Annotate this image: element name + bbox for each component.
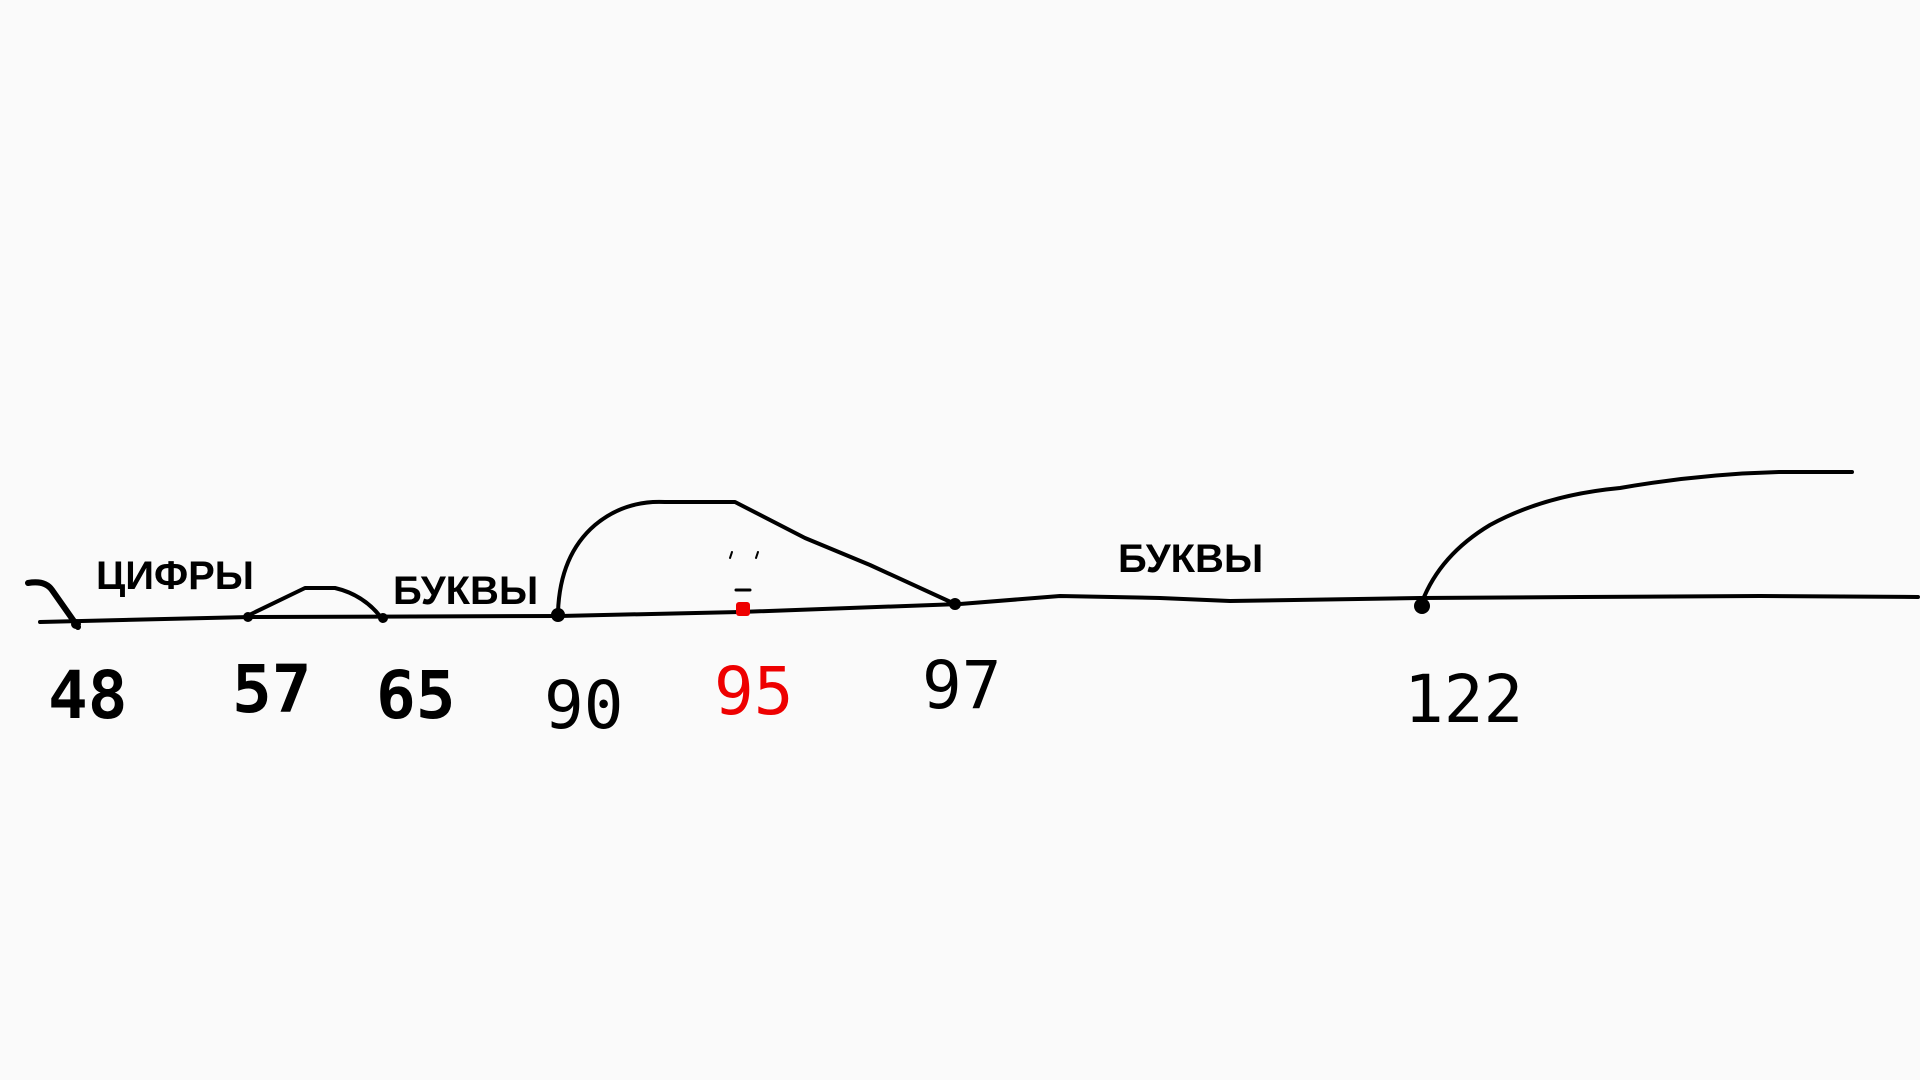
- number-95: 95: [714, 653, 793, 730]
- point-95: [736, 602, 750, 616]
- label-digits: ЦИФРЫ: [96, 554, 254, 598]
- start-hook: [25, 579, 81, 630]
- number-65: 65: [376, 657, 455, 734]
- mark-tick-a: [729, 551, 733, 559]
- arc-from-122: [1420, 470, 1854, 604]
- number-90: 90: [544, 667, 623, 744]
- mark-tick-b: [755, 551, 759, 559]
- point-57: [243, 612, 253, 622]
- point-65: [378, 613, 388, 623]
- label-letters-lower: БУКВЫ: [1118, 537, 1263, 581]
- point-90: [551, 608, 565, 622]
- number-97: 97: [922, 647, 1001, 724]
- arc-57-65: [243, 586, 385, 622]
- number-line: [38, 594, 1920, 624]
- point-122: [1414, 598, 1430, 614]
- number-57: 57: [232, 651, 311, 728]
- arc-90-97: [556, 499, 957, 614]
- label-letters-upper: БУКВЫ: [393, 569, 538, 613]
- point-48: [71, 619, 81, 629]
- number-48: 48: [48, 657, 127, 734]
- number-122: 122: [1404, 661, 1523, 738]
- point-97: [949, 598, 961, 610]
